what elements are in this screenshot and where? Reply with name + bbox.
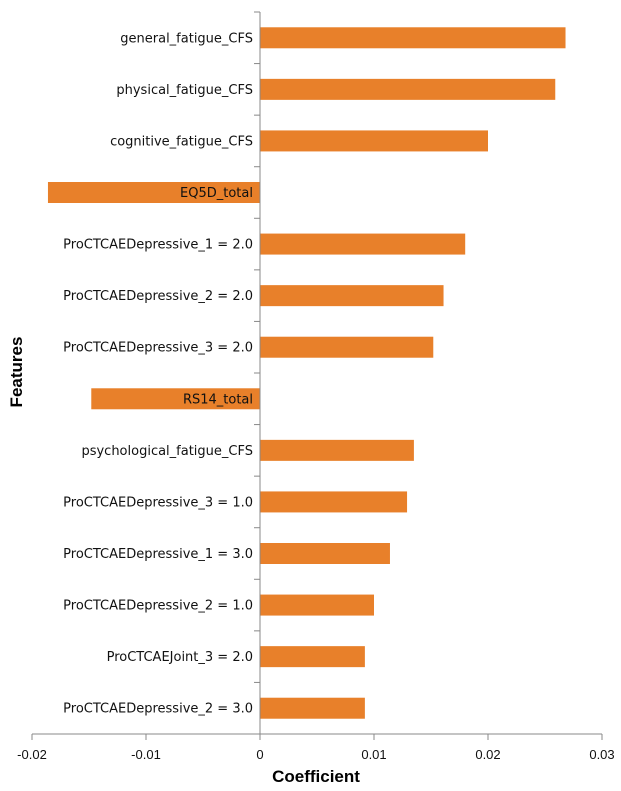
y-axis-ticks bbox=[254, 11, 260, 735]
bar-4 bbox=[47, 182, 261, 203]
bar-9 bbox=[260, 439, 414, 461]
category-labels: general_fatigue_CFS physical_fatigue_CFSc… bbox=[63, 31, 253, 716]
bar-7 bbox=[260, 336, 434, 358]
category-label-4: EQ5D_total bbox=[180, 186, 253, 201]
category-label-10: ProCTCAEDepressive_3 = 1.0 bbox=[63, 495, 253, 510]
x-tick-label: 0.01 bbox=[361, 747, 386, 762]
bar-6 bbox=[260, 285, 444, 307]
category-label-11: ProCTCAEDepressive_1 = 3.0 bbox=[63, 547, 253, 562]
category-label-5: ProCTCAEDepressive_1 = 2.0 bbox=[63, 238, 253, 253]
x-tick-label: 0 bbox=[256, 747, 263, 762]
bar-10 bbox=[260, 491, 408, 513]
bar-11 bbox=[260, 543, 390, 564]
category-label-1: general_fatigue_CFS bbox=[120, 31, 253, 46]
bar-3 bbox=[260, 130, 488, 152]
bar-13 bbox=[260, 646, 365, 668]
category-label-3: cognitive_fatigue_CFS bbox=[110, 134, 253, 149]
x-tick-label: -0.02 bbox=[17, 747, 47, 762]
x-tick-label: 0.03 bbox=[589, 747, 614, 762]
category-label-12: ProCTCAEDepressive_2 = 1.0 bbox=[63, 599, 253, 614]
x-tick-label: -0.01 bbox=[131, 747, 161, 762]
bar-14 bbox=[260, 697, 365, 719]
bar-8 bbox=[91, 388, 260, 410]
x-axis-ticks: -0.02 -0.01 0 0.01 0.02 0.03 bbox=[17, 734, 615, 762]
bar-5 bbox=[260, 233, 466, 255]
bar-2 bbox=[260, 78, 556, 100]
category-label-14: ProCTCAEDepressive_2 = 3.0 bbox=[63, 702, 253, 717]
category-label-2: physical_fatigue_CFS bbox=[116, 83, 253, 98]
x-axis-title: Coefficient bbox=[272, 767, 360, 786]
bar-12 bbox=[260, 594, 374, 616]
category-label-6: ProCTCAEDepressive_2 = 2.0 bbox=[63, 289, 253, 304]
category-label-7: ProCTCAEDepressive_3 = 2.0 bbox=[63, 341, 253, 356]
category-label-13: ProCTCAEJoint_3 = 2.0 bbox=[107, 650, 253, 665]
category-label-9: psychological_fatigue_CFS bbox=[81, 444, 253, 459]
bar-1 bbox=[260, 27, 566, 49]
bars-group bbox=[47, 27, 566, 719]
x-tick-label: 0.02 bbox=[475, 747, 500, 762]
category-label-8: RS14_total bbox=[183, 392, 253, 407]
y-axis-title: Features bbox=[7, 337, 26, 408]
